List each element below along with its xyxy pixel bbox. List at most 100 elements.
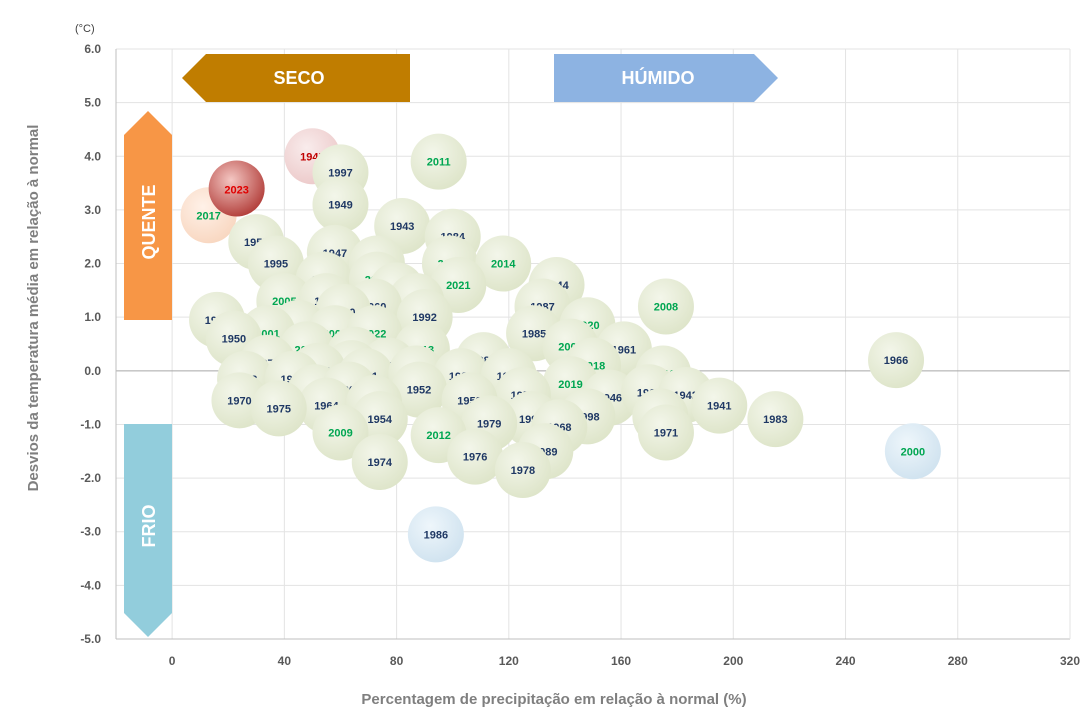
seco-label: SECO [273,68,324,88]
data-point-2008: 2008 [637,278,694,335]
bubble-label: 1976 [463,452,487,464]
data-point-2000: 2000 [884,423,941,480]
bubble-label: 1979 [477,418,501,430]
bubble [691,377,748,434]
bubble-label: 2019 [558,379,582,391]
x-tick-label: 280 [948,654,968,668]
data-point-1941: 1941 [691,377,748,434]
bubble [884,423,941,480]
bubble-label: 1975 [266,403,290,415]
data-point-1971: 1971 [637,404,694,461]
data-point-1976: 1976 [447,428,504,485]
bubble-label: 1995 [264,259,288,271]
bubble-label: 1974 [368,457,393,469]
bubble-label: 2021 [446,280,470,292]
x-tick-label: 160 [611,654,631,668]
x-tick-label: 40 [278,654,292,668]
y-tick-label: -2.0 [80,471,101,485]
y-tick-label: 4.0 [84,149,101,163]
seco-arrow: SECO [182,54,410,102]
bubble-label: 2009 [328,428,352,440]
humido-arrow: HÚMIDO [554,54,778,102]
bubble-label: 1950 [222,334,246,346]
bubble-label: 1952 [407,385,431,397]
x-tick-label: 80 [390,654,404,668]
bubble [447,428,504,485]
bubble [868,332,925,389]
y-tick-label: -1.0 [80,417,101,431]
bubble [494,442,551,499]
bubble [637,404,694,461]
bubble-label: 2011 [427,157,451,169]
bubble-label: 1978 [511,465,535,477]
data-point-1986: 1986 [407,506,464,563]
bubble [312,404,369,461]
x-tick-label: 0 [169,654,176,668]
bubble [747,391,804,448]
bubble [250,380,307,437]
y-tick-label: -3.0 [80,525,101,539]
data-point-1966: 1966 [868,332,925,389]
y-tick-label: 1.0 [84,310,101,324]
y-tick-label: 3.0 [84,203,101,217]
bubble-label: 2014 [491,259,516,271]
bubble-label: 1941 [707,401,731,413]
humido-label: HÚMIDO [622,67,695,88]
quente-label: QUENTE [139,184,159,259]
y-tick-label: -5.0 [80,632,101,646]
bubble [410,133,467,190]
x-tick-label: 120 [499,654,519,668]
data-point-2014: 2014 [475,235,532,292]
y-axis-title: Desvios da temperatura média em relação … [25,125,42,492]
bubble-label: 1997 [328,167,352,179]
axes [115,49,1071,640]
y-unit-label: (°C) [75,23,95,35]
bubble [351,434,408,490]
data-point-1975: 1975 [250,380,307,437]
bubble [407,506,464,563]
bubble-label: 1983 [763,414,787,426]
y-tick-label: 0.0 [84,364,101,378]
bubble-label: 2000 [901,446,925,458]
bubble-label: 2017 [196,210,220,222]
y-tick-label: 2.0 [84,257,101,271]
bubble-label: 1970 [227,395,251,407]
data-point-2011: 2011 [410,133,467,190]
bubble-label: 1985 [522,328,546,340]
y-tick-label: 6.0 [84,42,101,56]
tick-labels: 0 40 80 120 160 200 240 280 320 6.0 5.0 4.0 3.0 2.0 1.… [80,42,1080,668]
bubble-label: 2023 [224,184,248,196]
bubble-label: 1966 [884,355,908,367]
bubble [637,278,694,335]
bubble [475,235,532,292]
data-points: 2017194519972011194919431984195519472015… [180,128,941,563]
data-point-1983: 1983 [747,391,804,448]
x-tick-label: 240 [836,654,856,668]
data-point-1949: 1949 [312,176,369,233]
bubble [208,160,265,217]
frio-arrow: FRIO [124,424,172,637]
frio-label: FRIO [139,505,159,548]
quente-arrow: QUENTE [124,111,172,320]
bubble-label: 2012 [426,430,450,442]
x-tick-label: 200 [723,654,743,668]
y-tick-label: -4.0 [80,578,101,592]
bubble-label: 1992 [412,312,436,324]
bubble-label: 2008 [654,301,678,313]
bubble [391,361,448,418]
bubble-label: 1943 [390,221,414,233]
data-point-2023: 2023 [208,160,265,217]
data-point-1978: 1978 [494,442,551,499]
bubble-label: 1971 [654,428,678,440]
bubble-label: 1986 [424,529,448,541]
bubble-label: 1954 [368,414,393,426]
bubble [312,176,369,233]
x-axis-title: Percentagem de precipitação em relação à… [361,691,746,708]
data-point-1952: 1952 [391,361,448,418]
data-point-1974: 1974 [351,434,408,490]
x-tick-label: 320 [1060,654,1080,668]
data-point-2009: 2009 [312,404,369,461]
bubble-label: 1949 [328,200,352,212]
y-tick-label: 5.0 [84,96,101,110]
